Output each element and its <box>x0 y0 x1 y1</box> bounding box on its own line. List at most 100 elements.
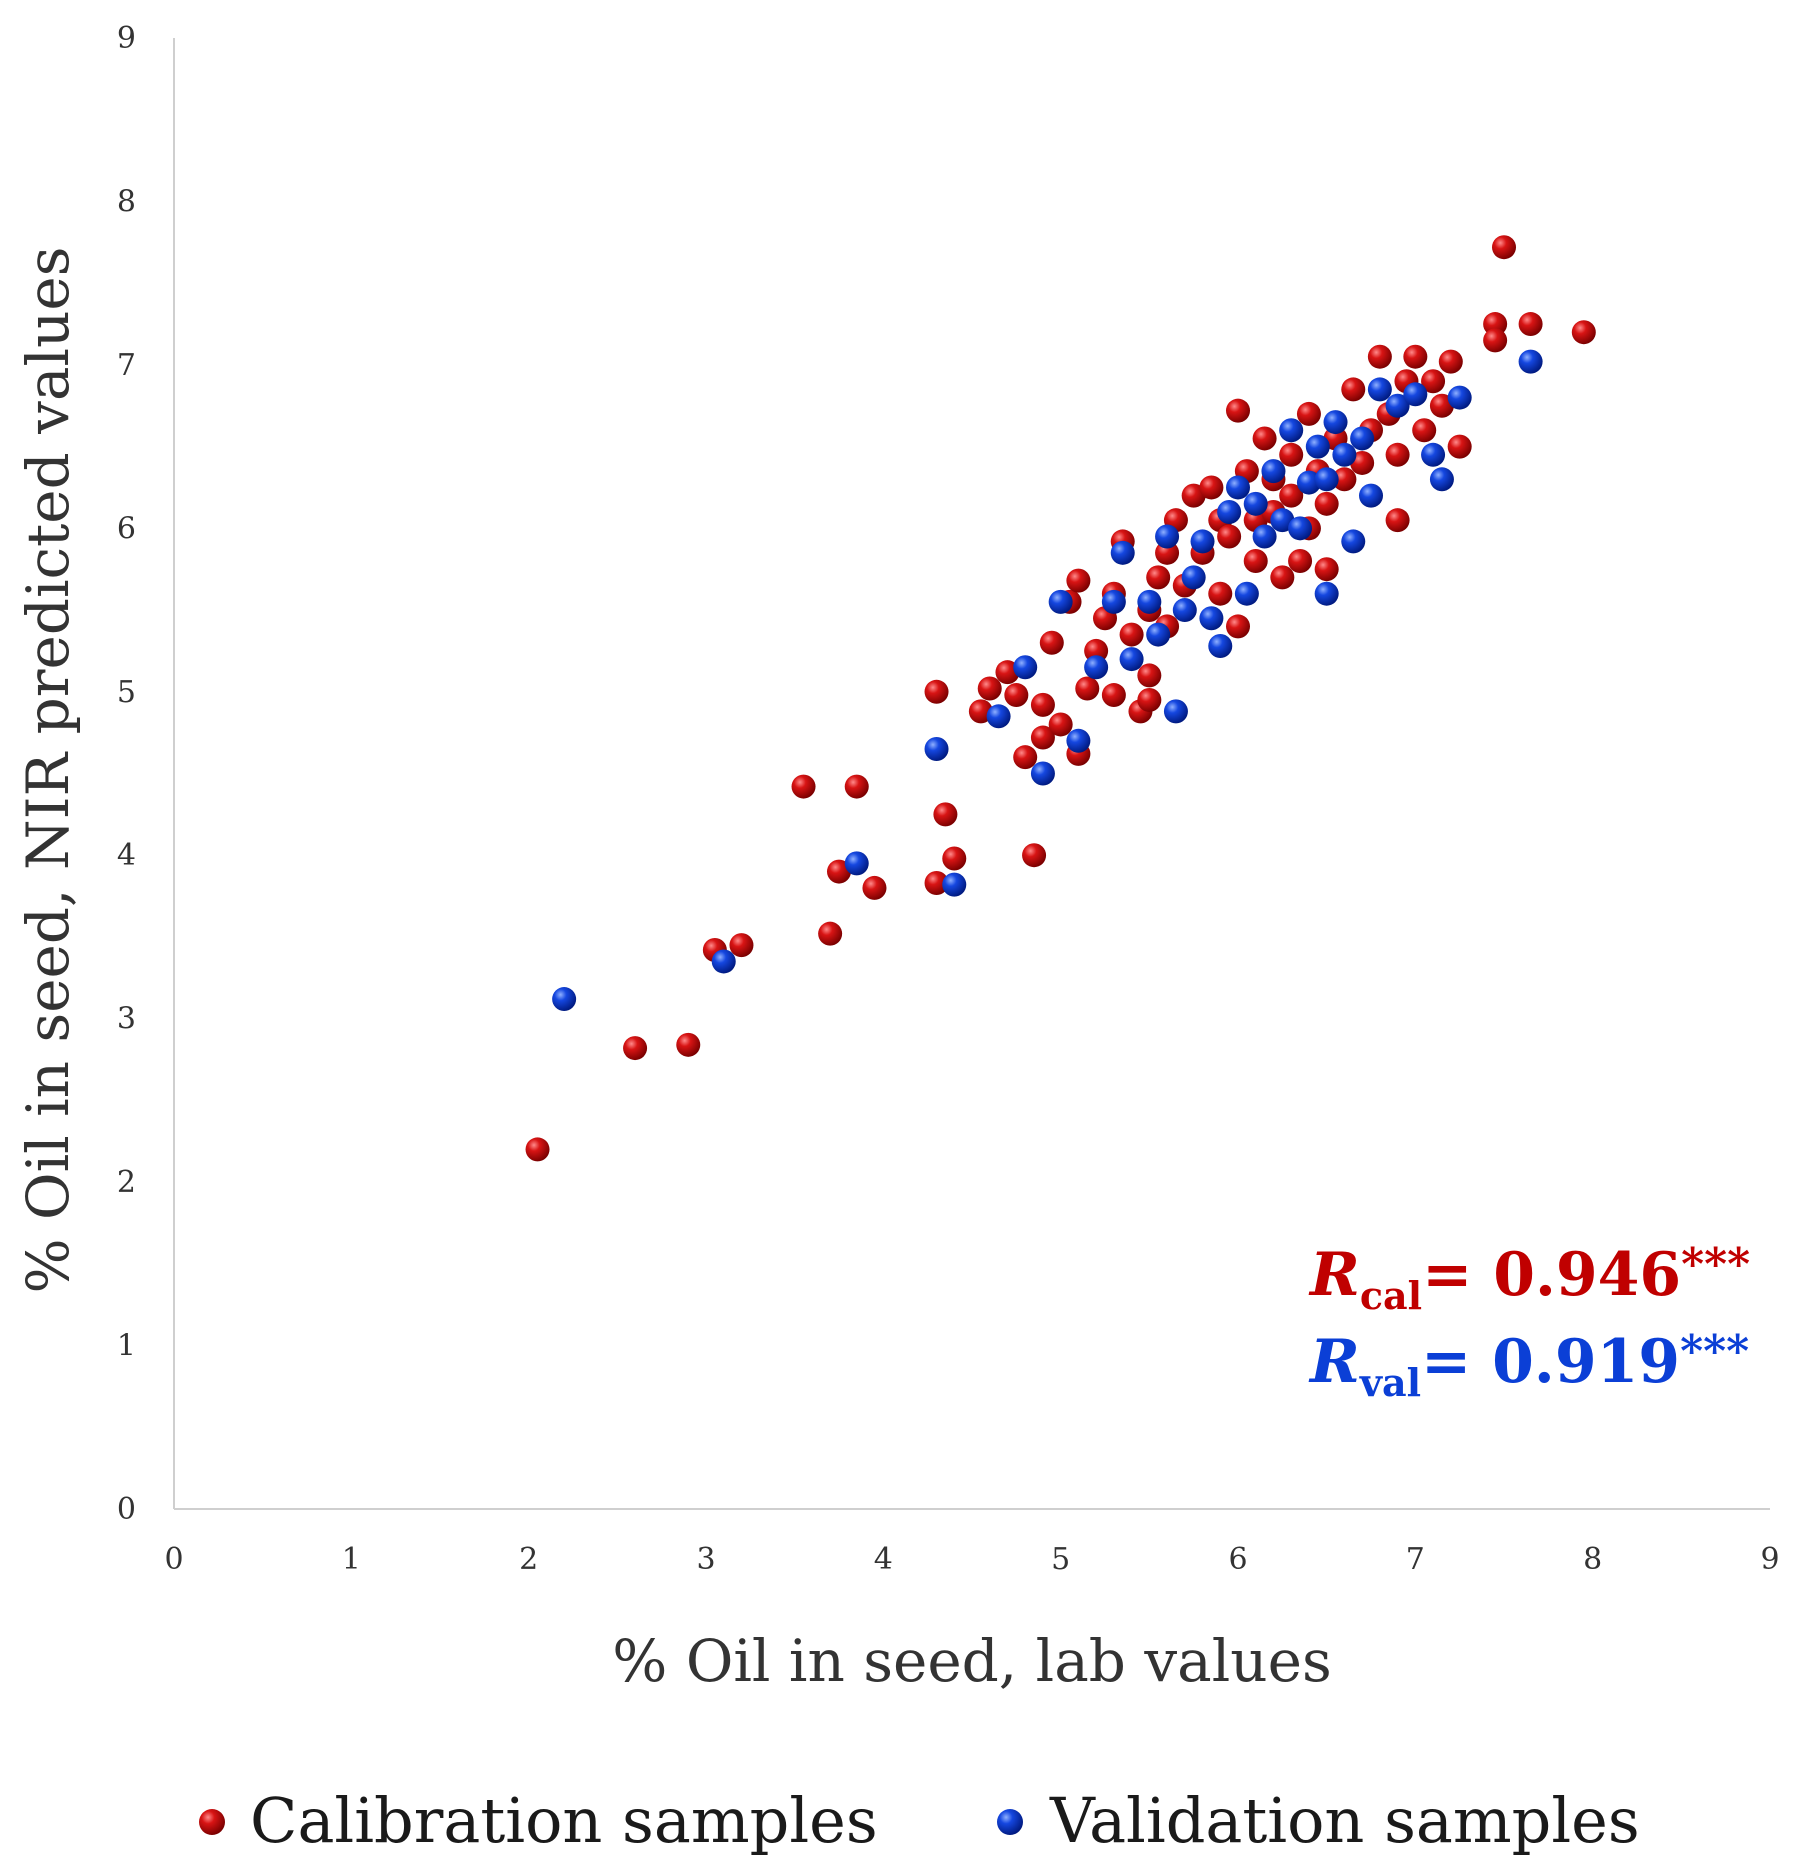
x-tick-label: 5 <box>1051 1542 1070 1577</box>
legend-marker-calibration <box>199 1809 225 1835</box>
r-val-stars: *** <box>1680 1326 1749 1377</box>
calibration-point <box>1030 692 1055 717</box>
calibration-point <box>1146 565 1171 590</box>
validation-point <box>1066 728 1091 753</box>
calibration-point <box>844 774 869 799</box>
x-tick-label: 2 <box>519 1542 538 1577</box>
validation-point <box>1296 470 1321 495</box>
validation-point <box>1048 589 1073 614</box>
calibration-point <box>1314 557 1339 582</box>
calibration-point <box>1518 312 1543 337</box>
validation-point <box>1518 349 1543 374</box>
validation-point <box>1146 622 1171 647</box>
calibration-point <box>1226 398 1250 423</box>
x-tick-label: 6 <box>1228 1542 1247 1577</box>
y-tick-label: 7 <box>117 348 136 383</box>
r-val-symbol: R <box>1308 1327 1360 1397</box>
calibration-point <box>1022 843 1047 868</box>
validation-point <box>1403 382 1428 407</box>
calibration-point <box>1447 434 1472 459</box>
validation-point <box>1332 442 1357 467</box>
validation-point <box>552 987 577 1012</box>
calibration-point <box>1279 483 1304 508</box>
calibration-point <box>942 846 967 871</box>
calibration-point <box>1208 581 1233 606</box>
x-tick-label: 0 <box>164 1542 183 1577</box>
validation-point <box>986 704 1011 729</box>
r-cal-symbol: R <box>1308 1240 1360 1310</box>
calibration-point <box>1226 614 1250 639</box>
calibration-point <box>1004 683 1029 708</box>
validation-point <box>1421 442 1446 467</box>
calibration-point <box>933 802 958 827</box>
r-cal-annotation: Rcal= 0.946*** <box>1308 1239 1750 1318</box>
validation-point <box>1226 475 1250 500</box>
calibration-point <box>1438 349 1463 374</box>
calibration-point-group <box>525 235 1596 1162</box>
validation-point <box>1013 655 1038 680</box>
legend-label-validation: Validation samples <box>1049 1784 1640 1857</box>
calibration-point <box>977 676 1002 701</box>
validation-point <box>711 949 736 974</box>
calibration-point <box>1066 568 1091 593</box>
x-tick-label: 3 <box>696 1542 715 1577</box>
r-cal-subscript: cal <box>1360 1273 1422 1318</box>
x-tick-labels: 0 1 2 3 4 5 6 7 8 9 <box>164 1542 1779 1577</box>
validation-point <box>1323 410 1348 435</box>
calibration-point <box>1243 549 1268 574</box>
calibration-point <box>1199 475 1224 500</box>
y-tick-label: 9 <box>117 21 136 56</box>
validation-point <box>1314 581 1339 606</box>
validation-point <box>1110 540 1135 565</box>
calibration-point <box>1217 524 1242 549</box>
validation-point <box>1385 393 1410 418</box>
validation-point <box>1163 699 1188 724</box>
y-tick-label: 1 <box>117 1329 136 1364</box>
validation-point <box>1288 516 1313 541</box>
calibration-point <box>1252 426 1277 451</box>
calibration-point <box>1483 328 1508 353</box>
calibration-point <box>1314 491 1339 516</box>
y-tick-label: 4 <box>117 838 136 873</box>
validation-point <box>1279 418 1304 443</box>
validation-point <box>1429 467 1454 492</box>
validation-point <box>924 736 949 761</box>
x-axis-title: % Oil in seed, lab values <box>612 1627 1331 1695</box>
calibration-point <box>729 933 754 958</box>
y-axis-title: % Oil in seed, NIR predicted values <box>14 246 82 1293</box>
calibration-point <box>1296 401 1321 426</box>
validation-point <box>1341 529 1366 554</box>
validation-point <box>942 872 967 897</box>
x-tick-label: 7 <box>1406 1542 1425 1577</box>
validation-point <box>1155 524 1180 549</box>
validation-point <box>1181 565 1206 590</box>
legend: Calibration samples Validation samples <box>199 1784 1640 1857</box>
validation-point <box>1084 655 1109 680</box>
r-val-value: = 0.919 <box>1421 1327 1680 1397</box>
y-tick-label: 5 <box>117 675 136 710</box>
validation-point <box>1208 634 1233 659</box>
validation-point <box>1137 589 1162 614</box>
y-tick-label: 6 <box>117 511 136 546</box>
y-tick-label: 0 <box>117 1492 136 1527</box>
calibration-point <box>924 871 949 896</box>
calibration-point <box>924 679 949 704</box>
validation-point <box>1261 459 1286 484</box>
x-tick-label: 1 <box>342 1542 361 1577</box>
validation-point <box>1359 483 1383 508</box>
validation-point <box>1367 377 1392 402</box>
validation-point <box>1252 524 1277 549</box>
validation-point <box>1190 529 1215 554</box>
calibration-point <box>1030 725 1055 750</box>
calibration-point <box>525 1137 550 1162</box>
validation-point <box>1217 499 1242 524</box>
calibration-point <box>1119 622 1144 647</box>
calibration-point <box>1332 467 1357 492</box>
calibration-point <box>1048 712 1073 737</box>
validation-point <box>1101 589 1126 614</box>
x-tick-label: 8 <box>1583 1542 1602 1577</box>
calibration-point <box>1039 630 1064 655</box>
r-val-annotation: Rval= 0.919*** <box>1308 1326 1749 1405</box>
calibration-point <box>623 1036 648 1061</box>
